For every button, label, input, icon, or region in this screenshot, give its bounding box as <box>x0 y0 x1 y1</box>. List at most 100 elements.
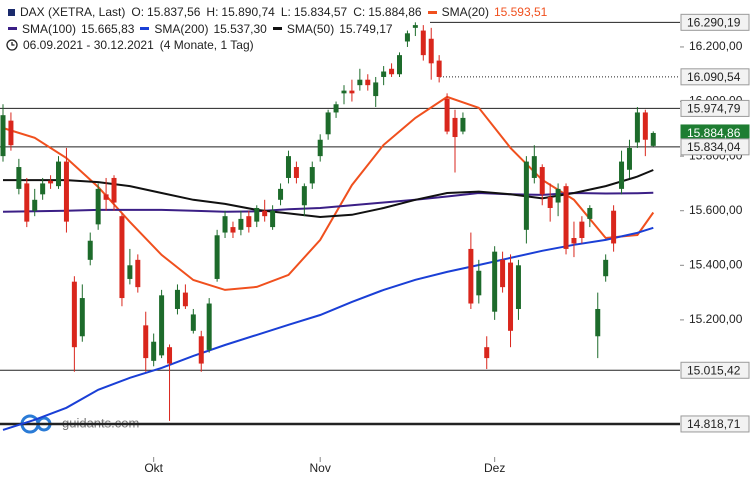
price-tag: 15.015,42 <box>680 361 750 379</box>
legend-name: SMA(50) <box>286 21 335 36</box>
legend-name: SMA(200) <box>154 21 209 36</box>
tag-label: 15.884,86 <box>687 126 741 140</box>
tag-label: 16.290,19 <box>687 16 741 30</box>
clock-icon <box>6 39 18 51</box>
candle-body <box>420 30 426 56</box>
candle-body <box>428 38 434 64</box>
candle-body <box>238 218 244 230</box>
plot <box>0 21 680 431</box>
candle-body <box>79 298 85 337</box>
candle-body <box>24 183 30 222</box>
tag-box <box>680 13 750 31</box>
legend-swatch <box>140 27 150 31</box>
candle-body <box>119 216 125 299</box>
candle-body <box>468 248 474 304</box>
ohlc-label: C: <box>353 5 366 19</box>
candle-body <box>111 177 117 203</box>
candle-body <box>650 132 656 146</box>
candle-body <box>206 303 212 350</box>
candle-body <box>642 112 648 140</box>
candle-body <box>634 112 640 143</box>
y-tick-label: 15.400,00 <box>689 257 743 271</box>
candle-body <box>531 156 537 178</box>
y-tick-label: 16.200,00 <box>689 39 743 53</box>
header-row: 06.09.2021 - 30.12.2021 (4 Monate, 1 Tag… <box>6 37 547 54</box>
ohlc-label: O: <box>131 5 145 19</box>
legend-value: 15.593,51 <box>493 5 548 19</box>
ohlc-value: 15.884,86 <box>368 5 422 19</box>
tag-label: 14.818,71 <box>687 417 741 431</box>
candle-body <box>579 221 585 239</box>
candle-body <box>404 33 410 42</box>
candle-body <box>214 235 220 279</box>
candle-body <box>444 98 450 132</box>
candle-body <box>63 161 69 222</box>
tag-label: 15.015,42 <box>687 363 741 377</box>
price-tag: 15.884,86 <box>680 124 750 142</box>
candle-body <box>571 238 577 244</box>
y-tick-label: 15.200,00 <box>689 312 743 326</box>
ohlc-label: H: <box>206 5 219 19</box>
candle-body <box>389 68 395 75</box>
tag-box <box>680 99 750 117</box>
candle-body <box>254 207 260 222</box>
candle-body <box>508 262 514 331</box>
tag-label: 16.090,54 <box>687 70 741 84</box>
candle-body <box>87 240 93 260</box>
tag-box <box>680 68 750 86</box>
candle-body <box>32 199 38 211</box>
candle-body <box>515 265 521 309</box>
candle-body <box>270 210 276 228</box>
duration: (4 Monate, 1 Tag) <box>159 38 254 52</box>
header: DAX (XETRA, Last) O: 15.837,56 H: 15.890,74… <box>6 4 547 54</box>
candle-body <box>619 161 625 189</box>
legend-swatch <box>8 27 17 31</box>
candle-body <box>174 289 180 309</box>
candle-body <box>48 180 54 184</box>
ohlc-value: 15.837,56 <box>147 5 201 19</box>
candle-body <box>103 194 109 200</box>
candle-body <box>309 167 315 184</box>
symbol-icon <box>8 8 15 16</box>
tag-box <box>680 138 750 156</box>
candle-body <box>40 183 46 195</box>
price-tag: 16.290,19 <box>680 13 750 31</box>
price-tag: 15.974,79 <box>680 99 750 117</box>
candle-body <box>595 308 601 337</box>
candle-body <box>341 90 347 94</box>
price-tag: 14.818,71 <box>680 415 750 433</box>
candle-body <box>349 90 355 94</box>
candle-body <box>127 265 133 279</box>
ohlc-value: 15.890,74 <box>221 5 275 19</box>
candle-body <box>317 139 323 157</box>
candle-body <box>539 167 545 195</box>
candle-body <box>626 147 632 170</box>
candle-body <box>555 188 561 203</box>
candle-body <box>603 259 609 277</box>
candle-body <box>143 325 149 359</box>
legend-value: 15.665,83 <box>81 21 135 36</box>
tag-box <box>680 361 750 379</box>
candle-body <box>611 210 617 244</box>
candle-body <box>563 186 569 249</box>
tag-box <box>680 415 750 433</box>
candle-body <box>95 188 101 225</box>
candle-body <box>452 117 458 138</box>
candle-body <box>373 82 379 97</box>
x-tick-label: Nov <box>310 461 331 475</box>
candle-body <box>365 79 371 86</box>
y-tick-label: 15.600,00 <box>689 203 743 217</box>
candle-body <box>159 295 165 356</box>
candle-body <box>476 270 482 296</box>
candle-body <box>16 167 22 189</box>
x-tick-label: Okt <box>144 461 163 475</box>
candle-body <box>301 186 307 206</box>
candle-body <box>436 60 442 77</box>
sma-line <box>2 226 654 431</box>
candle-body <box>460 117 466 132</box>
candle-body <box>151 341 157 361</box>
ohlc-label: L: <box>280 5 291 19</box>
date-range: 06.09.2021 - 30.12.2021 <box>23 38 154 52</box>
candle-body <box>285 156 291 178</box>
